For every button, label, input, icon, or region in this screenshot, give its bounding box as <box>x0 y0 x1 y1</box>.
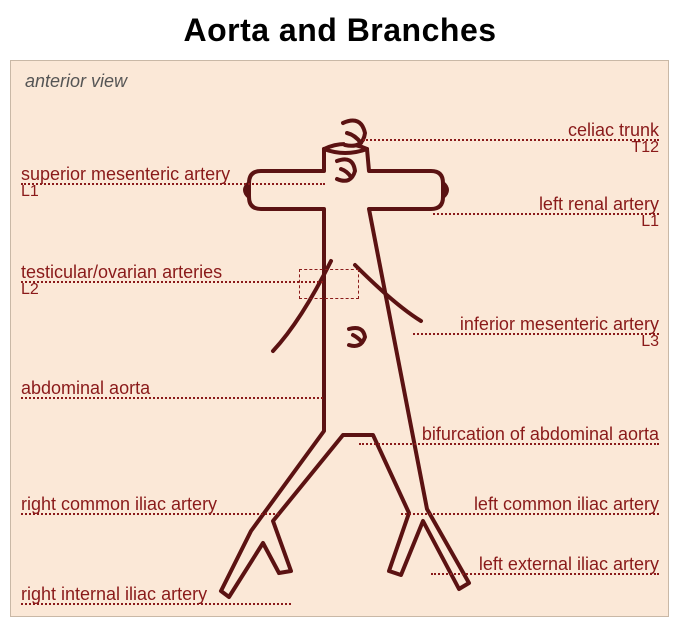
label-r-common-iliac: right common iliac artery <box>21 495 217 514</box>
label-sub: L2 <box>21 282 222 299</box>
label-text: left renal artery <box>539 194 659 214</box>
label-l-common-iliac: left common iliac artery <box>474 495 659 514</box>
label-abdominal-aorta: abdominal aorta <box>21 379 150 398</box>
label-text: left external iliac artery <box>479 554 659 574</box>
label-text: celiac trunk <box>568 120 659 140</box>
label-text: inferior mesenteric artery <box>460 314 659 334</box>
label-bifurcation: bifurcation of abdominal aorta <box>422 425 659 444</box>
label-inf-mesenteric: inferior mesenteric arteryL3 <box>460 315 659 351</box>
label-text: right common iliac artery <box>21 494 217 514</box>
label-text: left common iliac artery <box>474 494 659 514</box>
label-sub: L1 <box>21 184 230 201</box>
label-text: testicular/ovarian arteries <box>21 262 222 282</box>
label-sub: L3 <box>460 334 659 351</box>
label-l-ext-iliac: left external iliac artery <box>479 555 659 574</box>
label-text: superior mesenteric artery <box>21 164 230 184</box>
label-celiac-trunk: celiac trunkT12 <box>568 121 659 157</box>
page-title: Aorta and Branches <box>0 0 680 49</box>
label-text: right internal iliac artery <box>21 584 207 604</box>
label-sub: L1 <box>539 214 659 231</box>
label-sub: T12 <box>568 140 659 157</box>
label-r-internal-iliac: right internal iliac artery <box>21 585 207 604</box>
highlight-box <box>299 269 359 299</box>
label-left-renal: left renal arteryL1 <box>539 195 659 231</box>
label-testicular: testicular/ovarian arteriesL2 <box>21 263 222 299</box>
label-text: abdominal aorta <box>21 378 150 398</box>
label-sup-mesenteric: superior mesenteric arteryL1 <box>21 165 230 201</box>
diagram-panel: anterior view <box>10 60 669 617</box>
label-text: bifurcation of abdominal aorta <box>422 424 659 444</box>
page: Aorta and Branches anterior view <box>0 0 680 623</box>
